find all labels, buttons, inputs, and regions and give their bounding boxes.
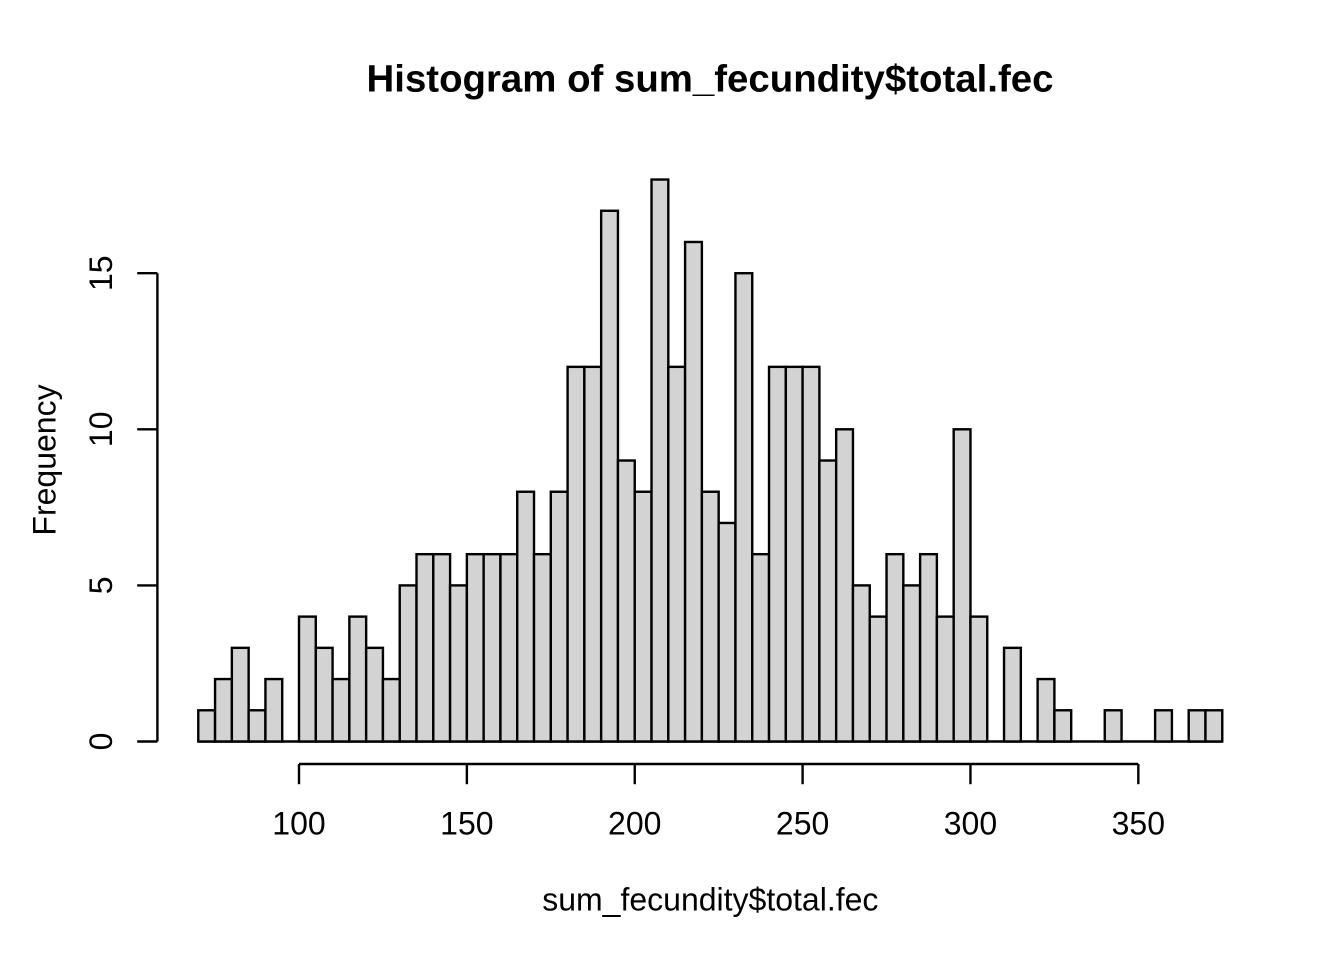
svg-text:sum_fecundity$total.fec: sum_fecundity$total.fec (542, 882, 878, 918)
svg-text:250: 250 (776, 806, 829, 842)
svg-text:15: 15 (83, 255, 119, 291)
svg-text:300: 300 (944, 806, 997, 842)
svg-text:350: 350 (1112, 806, 1165, 842)
svg-text:0: 0 (83, 733, 119, 751)
svg-text:100: 100 (272, 806, 325, 842)
svg-text:Frequency: Frequency (27, 384, 63, 535)
svg-text:200: 200 (608, 806, 661, 842)
svg-text:5: 5 (83, 577, 119, 595)
svg-text:150: 150 (440, 806, 493, 842)
svg-text:Histogram of sum_fecundity$tot: Histogram of sum_fecundity$total.fec (367, 58, 1054, 101)
svg-text:10: 10 (83, 412, 119, 448)
